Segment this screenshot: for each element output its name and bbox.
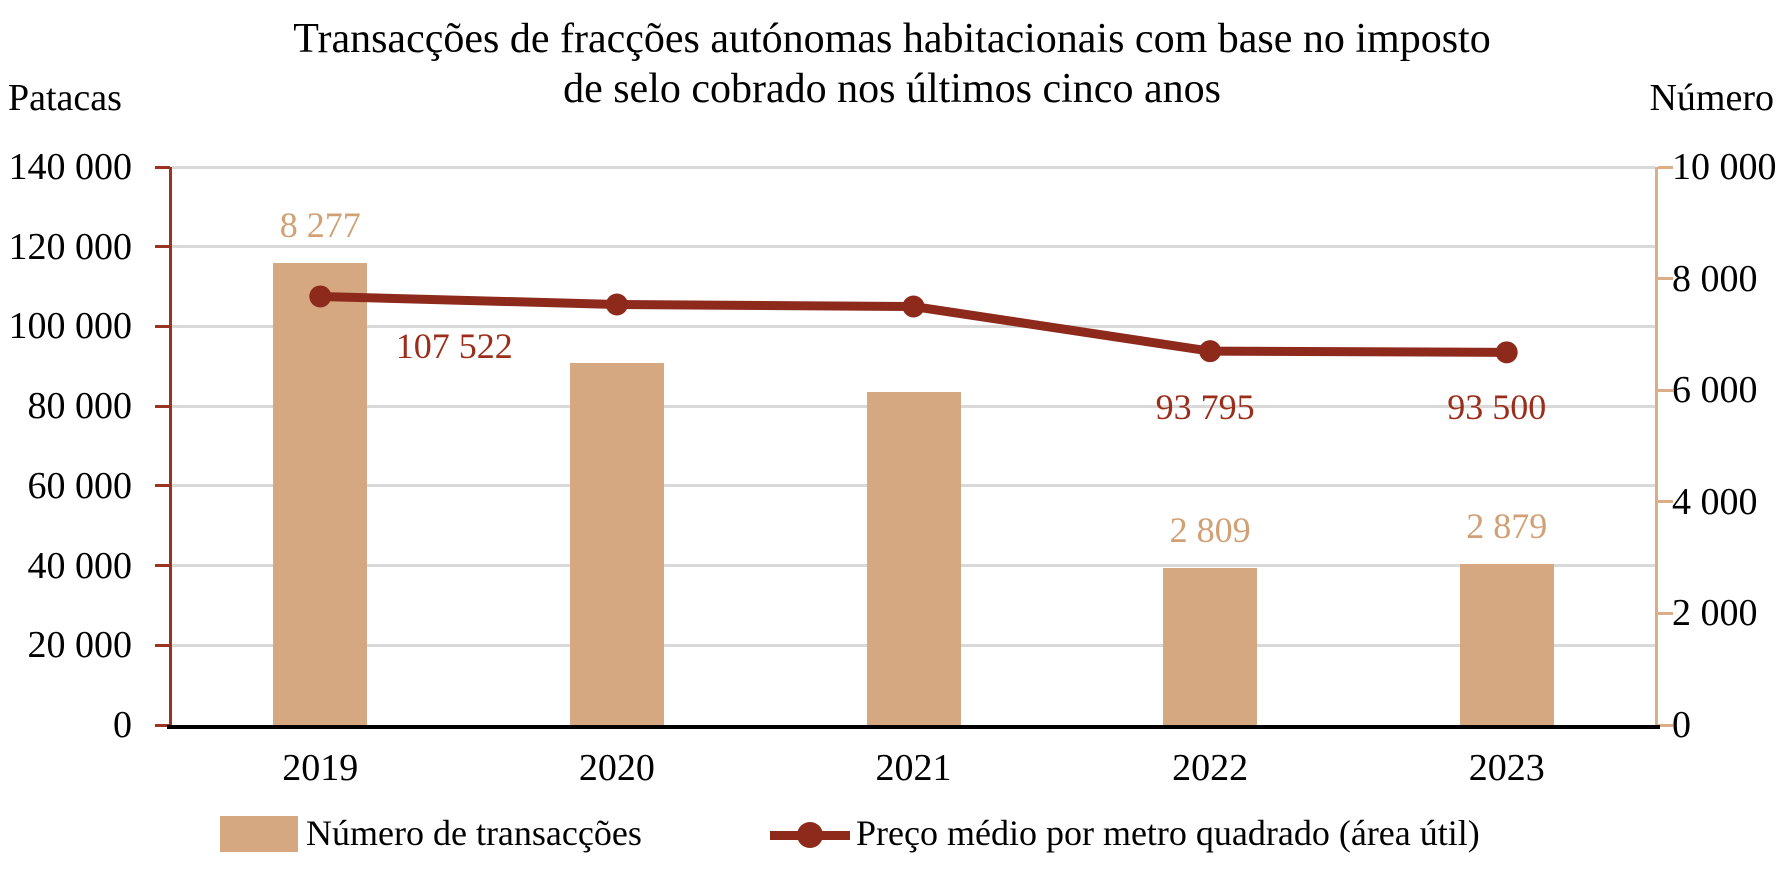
left-tick-label: 40 000 <box>27 544 133 587</box>
chart-title: Transacções de fracções autónomas habita… <box>0 14 1784 114</box>
data-point-marker <box>309 285 332 308</box>
x-tick-label: 2023 <box>1468 747 1545 789</box>
right-axis-title: Número <box>1649 77 1774 119</box>
legend-label-transactions: Número de transacções <box>306 813 642 853</box>
left-tick-label: 60 000 <box>27 464 133 507</box>
gridline <box>172 165 1655 169</box>
left-axis-tick <box>155 564 170 568</box>
left-axis-tick <box>155 404 170 408</box>
line-data-label: 107 522 <box>395 326 513 367</box>
data-point-marker <box>1199 340 1222 363</box>
chart-title-line-1: Transacções de fracções autónomas habita… <box>293 16 1491 62</box>
left-axis-tick <box>155 324 170 328</box>
chart-title-line-2: de selo cobrado nos últimos cinco anos <box>563 66 1221 112</box>
left-tick-label: 100 000 <box>8 305 133 348</box>
left-axis-tick <box>155 484 170 488</box>
right-tick-label: 10 000 <box>1672 146 1777 188</box>
left-axis-title: Patacas <box>8 77 122 119</box>
line-data-label: 93 795 <box>1155 387 1255 428</box>
right-tick-label: 4 000 <box>1672 480 1758 523</box>
left-axis-tick <box>155 245 170 249</box>
x-tick-label: 2020 <box>578 747 655 789</box>
right-axis-tick <box>1658 277 1673 281</box>
right-axis-tick <box>1658 500 1673 504</box>
data-point-marker <box>605 293 628 316</box>
data-point-marker <box>1495 341 1518 364</box>
bar <box>1163 568 1258 725</box>
left-axis-spine <box>169 167 172 729</box>
x-tick-label: 2019 <box>282 747 359 789</box>
data-point-marker <box>902 295 925 318</box>
right-tick-label: 0 <box>1672 704 1691 746</box>
line-data-label: 93 500 <box>1447 387 1547 428</box>
bar-data-label: 2 879 <box>1466 506 1548 547</box>
x-tick-label: 2021 <box>875 747 952 789</box>
x-tick-label: 2022 <box>1172 747 1249 789</box>
gridline <box>172 324 1655 328</box>
left-axis-tick <box>155 165 170 169</box>
right-tick-label: 6 000 <box>1672 369 1758 412</box>
left-tick-label: 80 000 <box>27 385 133 428</box>
left-tick-label: 0 <box>113 704 132 746</box>
right-axis-tick <box>1658 165 1673 169</box>
right-axis-tick <box>1658 723 1673 727</box>
right-tick-label: 2 000 <box>1672 592 1758 635</box>
left-tick-label: 140 000 <box>8 146 133 188</box>
bar-data-label: 8 277 <box>279 205 361 246</box>
bar <box>569 362 664 725</box>
legend-label-price: Preço médio por metro quadrado (área úti… <box>856 813 1480 853</box>
bar-data-label: 2 809 <box>1169 510 1251 551</box>
legend-line-marker-icon <box>797 822 823 848</box>
x-axis-line <box>167 725 1660 729</box>
right-axis-tick <box>1658 388 1673 392</box>
left-axis-tick <box>155 723 170 727</box>
right-tick-label: 8 000 <box>1672 257 1758 300</box>
right-axis-tick <box>1658 611 1673 615</box>
legend-bar-swatch <box>220 816 298 852</box>
right-axis-spine <box>1655 167 1658 729</box>
bar <box>1459 564 1554 725</box>
left-tick-label: 20 000 <box>27 624 133 667</box>
bar <box>866 391 961 725</box>
gridline <box>172 245 1655 249</box>
left-tick-label: 120 000 <box>8 225 133 268</box>
bar <box>273 263 368 725</box>
left-axis-tick <box>155 643 170 647</box>
